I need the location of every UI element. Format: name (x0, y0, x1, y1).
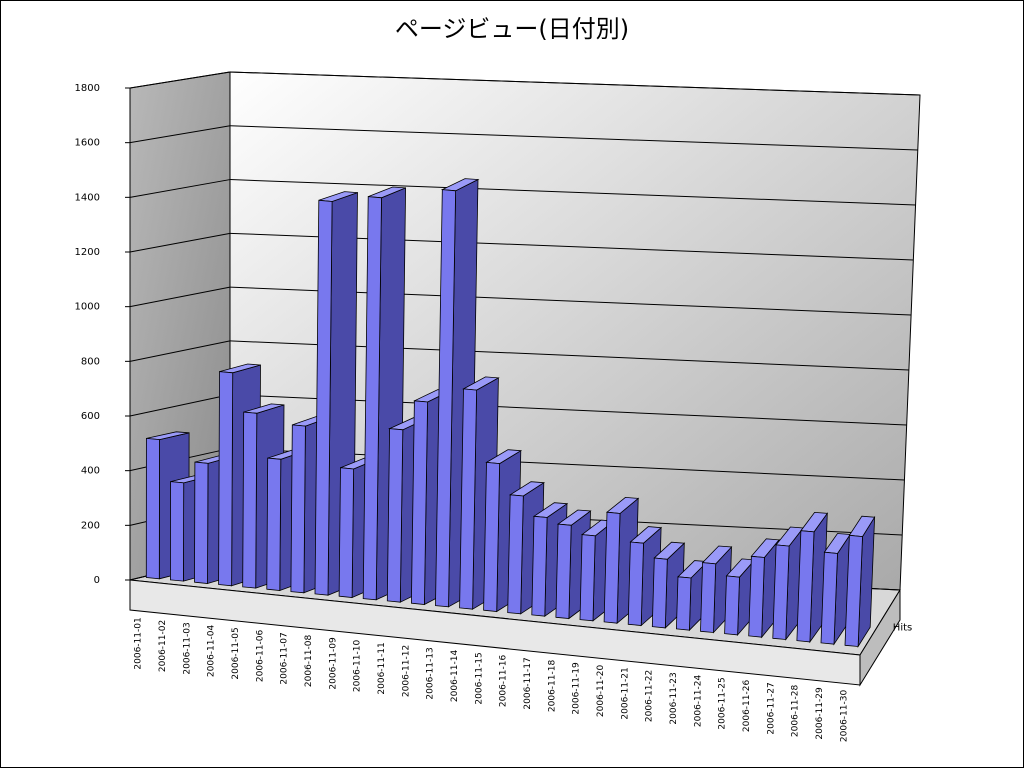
x-tick-label: 2006-11-08 (304, 635, 314, 688)
x-tick-label: 2006-11-13 (426, 647, 436, 699)
grid-line (229, 71, 921, 96)
bar (459, 388, 478, 610)
y-tick-label: 200 (81, 520, 100, 531)
bar (314, 199, 333, 596)
grid-line (129, 340, 231, 362)
y-tick-label: 1800 (75, 83, 100, 94)
bar (242, 411, 258, 589)
y-tick-label: 1400 (75, 192, 100, 203)
x-tick-label: 2006-11-29 (815, 687, 825, 740)
y-tick-label: 0 (94, 575, 100, 586)
bar (579, 534, 596, 622)
grid-line (229, 179, 916, 206)
bar (362, 196, 382, 601)
bar (290, 424, 306, 594)
grid-line (129, 232, 231, 253)
y-tick-label: 600 (81, 411, 100, 422)
bar (507, 494, 524, 615)
bar (169, 481, 185, 582)
x-tick-label: 2006-11-15 (474, 652, 484, 704)
bar (772, 544, 790, 640)
x-tick-label: 2006-11-30 (839, 690, 849, 743)
bar (627, 541, 644, 626)
x-tick-label: 2006-11-25 (718, 677, 728, 729)
bar (386, 428, 404, 603)
bar (531, 515, 548, 617)
bar (483, 461, 501, 612)
bar (555, 523, 572, 619)
series-label: Hits (893, 622, 912, 633)
bar (675, 576, 692, 631)
y-tick-label: 800 (81, 356, 100, 367)
bar (700, 562, 717, 633)
x-tick-label: 2006-11-27 (766, 682, 776, 734)
x-tick-label: 2006-11-17 (523, 657, 533, 709)
chart-title: ページビュー(日付別) (395, 15, 629, 43)
y-tick-label: 400 (81, 466, 100, 477)
bar (748, 555, 765, 638)
plot: 0 200 400 600 800 1000 1200 1400 1600 1800 2006-11… (75, 71, 921, 743)
grid-line (129, 394, 231, 417)
grid-line (129, 125, 231, 144)
x-tick-label: 2006-11-26 (742, 680, 752, 733)
bar (145, 437, 160, 580)
grid-line (129, 179, 231, 198)
floor-side (859, 588, 901, 687)
x-tick-label: 2006-11-16 (499, 655, 509, 708)
x-tick-label: 2006-11-23 (669, 672, 679, 724)
grid-line (129, 71, 231, 89)
x-tick-label: 2006-11-06 (255, 630, 265, 683)
x-tick-label: 2006-11-04 (207, 625, 217, 678)
bar (266, 457, 282, 591)
x-tick-label: 2006-11-10 (353, 640, 363, 693)
x-tick-label: 2006-11-21 (620, 667, 630, 719)
bar (651, 557, 668, 629)
x-tick-label: 2006-11-14 (450, 650, 460, 703)
x-tick-label: 2006-11-02 (158, 620, 168, 672)
bar (435, 189, 457, 608)
bar (724, 575, 740, 636)
grid-line (129, 286, 231, 308)
bar (194, 461, 209, 584)
bar (603, 511, 621, 624)
bar (844, 534, 863, 647)
grid-line (229, 125, 918, 151)
x-tick-label: 2006-11-01 (134, 617, 144, 669)
y-tick-label: 1600 (75, 138, 100, 149)
bar (218, 371, 234, 587)
bar (796, 530, 815, 643)
x-tick-label: 2006-11-03 (182, 622, 192, 674)
x-tick-label: 2006-11-05 (231, 627, 241, 679)
x-tick-label: 2006-11-19 (572, 662, 582, 715)
bar (820, 551, 838, 645)
y-tick-label: 1000 (75, 302, 100, 313)
bar (410, 400, 429, 605)
x-tick-label: 2006-11-18 (547, 660, 557, 713)
x-tick-label: 2006-11-11 (377, 642, 387, 694)
x-tick-label: 2006-11-28 (791, 685, 801, 738)
x-tick-label: 2006-11-22 (645, 670, 655, 722)
x-tick-label: 2006-11-09 (328, 637, 338, 690)
bar (338, 467, 355, 598)
x-tick-label: 2006-11-20 (596, 665, 606, 718)
y-tick-label: 1200 (75, 247, 100, 258)
x-tick-label: 2006-11-07 (280, 632, 290, 684)
x-tick-label: 2006-11-24 (693, 675, 703, 728)
x-tick-label: 2006-11-12 (401, 645, 411, 697)
